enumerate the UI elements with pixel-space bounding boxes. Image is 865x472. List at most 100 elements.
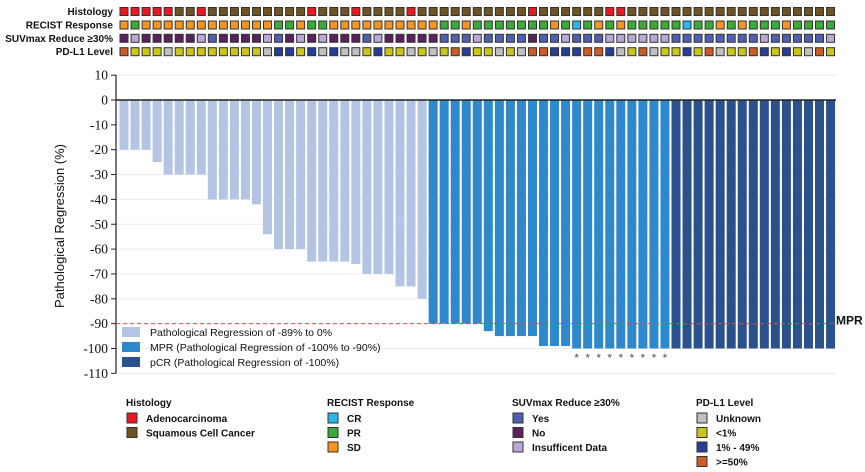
- track-cell: [815, 20, 825, 30]
- track-cell: [340, 33, 350, 43]
- track-cell: [616, 20, 626, 30]
- legend-swatch: [122, 357, 140, 367]
- track-cell: [384, 20, 394, 30]
- track-cell: [329, 20, 339, 30]
- track-legend-title: PD-L1 Level: [696, 398, 753, 409]
- bar: [638, 100, 648, 349]
- bar: [671, 100, 681, 349]
- track-cell: [229, 7, 239, 16]
- track-legend-label: Unknown: [716, 414, 761, 425]
- track-cell: [163, 7, 173, 16]
- track-cell: [594, 7, 604, 16]
- track-cell: [649, 33, 659, 43]
- y-tick-label: -80: [90, 291, 108, 306]
- track-cell: [141, 7, 151, 16]
- track-cell: [638, 47, 648, 57]
- track-cell: [152, 47, 162, 57]
- track-cell: [572, 7, 582, 16]
- asterisk-marker: *: [641, 351, 646, 365]
- track-cell: [351, 7, 361, 16]
- track-cell: [550, 7, 560, 16]
- bar: [616, 100, 626, 349]
- track-cell: [307, 47, 317, 57]
- bar: [583, 100, 593, 349]
- track-cell: [737, 47, 747, 57]
- track-legend-swatch: [512, 412, 524, 424]
- track-legend-label: >=50%: [716, 458, 748, 469]
- track-cell: [384, 47, 394, 57]
- track-cell: [263, 33, 273, 43]
- track-cell: [561, 33, 571, 43]
- bar: [682, 100, 692, 349]
- track-legend-label: CR: [347, 414, 362, 425]
- track-cell: [715, 20, 725, 30]
- track-legend-title: SUVmax Reduce ≥30%: [512, 398, 620, 409]
- track-cell: [461, 33, 471, 43]
- y-tick-label: -90: [90, 316, 108, 331]
- track-cell: [649, 20, 659, 30]
- track-cell: [605, 47, 615, 57]
- track-cell: [803, 20, 813, 30]
- track-cell: [119, 20, 129, 30]
- track-cell: [240, 7, 250, 16]
- track-cell: [207, 47, 217, 57]
- track-cell: [174, 20, 184, 30]
- track-cell: [318, 33, 328, 43]
- track-cell: [605, 33, 615, 43]
- track-cell: [803, 47, 813, 57]
- track-cell: [152, 20, 162, 30]
- track-label: Histology: [67, 7, 113, 18]
- track-cell: [229, 47, 239, 57]
- legend-label: Pathological Regression of -89% to 0%: [150, 327, 332, 339]
- track-cell: [130, 7, 140, 16]
- track-cell: [671, 33, 681, 43]
- track-cell: [329, 33, 339, 43]
- track-cell: [461, 20, 471, 30]
- track-cell: [340, 7, 350, 16]
- track-cell: [174, 33, 184, 43]
- asterisk-marker: *: [618, 351, 623, 365]
- track-cell: [340, 47, 350, 57]
- asterisk-marker: *: [630, 351, 635, 365]
- track-cell: [351, 20, 361, 30]
- track-cell: [815, 7, 825, 16]
- track-cell: [406, 20, 416, 30]
- track-cell: [218, 20, 228, 30]
- bar: [274, 100, 284, 250]
- track-cell: [826, 7, 836, 16]
- track-cell: [671, 20, 681, 30]
- track-legend-swatch: [512, 441, 524, 453]
- track-label: RECIST Response: [26, 21, 114, 32]
- track-legend-label: SD: [347, 443, 361, 454]
- bar: [285, 100, 295, 250]
- track-cell: [704, 20, 714, 30]
- bar: [163, 100, 173, 175]
- bar: [693, 100, 703, 349]
- track-cell: [395, 47, 405, 57]
- track-cell: [616, 47, 626, 57]
- track-cell: [494, 7, 504, 16]
- track-cell: [682, 33, 692, 43]
- bar: [561, 100, 571, 347]
- bar: [130, 100, 140, 150]
- track-cell: [494, 33, 504, 43]
- track-cell: [251, 47, 261, 57]
- track-cell: [373, 20, 383, 30]
- track-cell: [329, 47, 339, 57]
- y-tick-label: 0: [101, 93, 108, 108]
- track-cell: [550, 47, 560, 57]
- asterisk-marker: *: [607, 351, 612, 365]
- track-cell: [638, 7, 648, 16]
- bar: [726, 100, 736, 349]
- track-cell: [373, 33, 383, 43]
- track-cell: [770, 7, 780, 16]
- track-cell: [417, 33, 427, 43]
- track-cell: [516, 7, 526, 16]
- track-cell: [748, 47, 758, 57]
- track-cell: [638, 33, 648, 43]
- track-cell: [561, 47, 571, 57]
- track-label: PD-L1 Level: [56, 47, 113, 58]
- track-cell: [439, 47, 449, 57]
- track-cell: [770, 33, 780, 43]
- track-legend-swatch: [327, 427, 339, 438]
